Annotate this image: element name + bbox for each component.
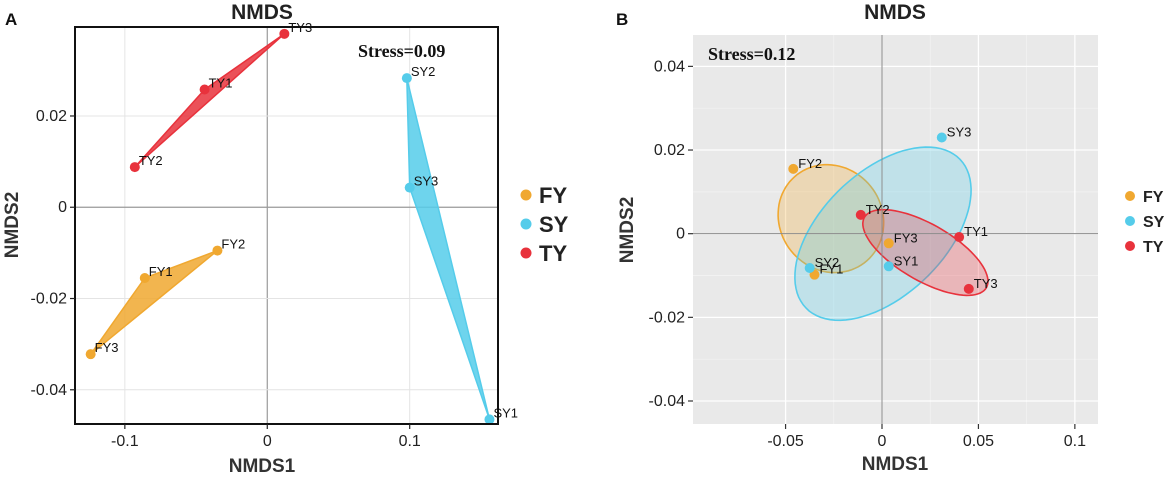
point-b-label-sy3: SY3 <box>947 124 972 139</box>
point-label-sy1: SY1 <box>493 405 518 420</box>
panel-a-letter: A <box>5 10 17 29</box>
panel-a-ytick-label: 0 <box>58 199 67 216</box>
legend-b-fy-key <box>1125 191 1135 201</box>
panel-b-ytick-label: -0.02 <box>649 309 686 326</box>
point-label-ty1: TY1 <box>209 76 233 91</box>
point-ty1 <box>199 84 210 95</box>
point-b-ty3 <box>963 283 974 294</box>
point-label-fy1: FY1 <box>149 264 173 279</box>
panel-a-title: NMDS <box>231 1 293 24</box>
point-sy3 <box>404 182 415 193</box>
legend-b-sy-label: SY <box>1143 214 1165 231</box>
panel-b-legend: FY SY TY <box>1125 189 1165 256</box>
point-sy1 <box>484 414 495 425</box>
panel-a-ytick-label: -0.02 <box>31 291 68 308</box>
panel-b-ytick-label: 0.02 <box>654 142 685 159</box>
point-ty3 <box>279 28 290 39</box>
point-b-sy1 <box>883 261 894 272</box>
panel-a-stress-annotation: Stress=0.09 <box>358 41 445 61</box>
panel-b-grid <box>693 35 1098 424</box>
panel-a-ticks: -0.1 0 0.1 -0.04 -0.02 0 0.02 <box>31 108 421 450</box>
panel-a-legend: FY SY TY <box>520 183 569 266</box>
panel-b-title: NMDS <box>864 1 926 24</box>
point-sy2 <box>401 73 412 84</box>
legend-a-sy-key <box>520 218 532 230</box>
legend-b-fy-label: FY <box>1143 189 1164 206</box>
legend-b-ty-key <box>1125 241 1135 251</box>
panel-a-ytick-label: -0.04 <box>31 382 68 399</box>
panel-a-xtick-label: 0 <box>263 433 272 450</box>
point-fy1 <box>139 272 150 283</box>
panel-b-ytick-label: 0 <box>676 226 685 243</box>
point-fy3 <box>85 349 96 360</box>
point-label-fy3: FY3 <box>95 340 119 355</box>
point-label-sy3: SY3 <box>414 174 439 189</box>
panel-a-xtick-label: 0.1 <box>399 433 421 450</box>
point-label-fy2: FY2 <box>221 237 245 252</box>
panel-b-xtick-label: 0 <box>878 433 887 450</box>
panel-b-ytick-label: -0.04 <box>649 393 686 410</box>
point-b-fy3 <box>883 238 894 249</box>
point-b-label-ty1: TY1 <box>964 224 988 239</box>
point-b-sy2 <box>804 262 815 273</box>
legend-b-ty-label: TY <box>1143 239 1164 256</box>
legend-a-ty-key <box>520 247 532 259</box>
panel-a-ytick-label: 0.02 <box>36 108 67 125</box>
legend-a-ty-label: TY <box>539 241 567 266</box>
point-b-label-fy3: FY3 <box>894 230 918 245</box>
panel-b-stress-annotation: Stress=0.12 <box>708 44 795 64</box>
hull-sy <box>406 77 491 421</box>
point-b-label-sy1: SY1 <box>894 253 919 268</box>
panel-b-ylabel: NMDS2 <box>617 197 638 264</box>
panel-b-ticks: -0.05 0 0.05 0.1 -0.04 -0.02 0 0.02 0.04 <box>649 58 1087 450</box>
point-label-ty2: TY2 <box>139 153 163 168</box>
panel-b-points: FY1 FY2 FY3 SY1 SY2 SY3 TY1 TY2 TY3 <box>788 124 998 294</box>
point-b-label-sy2: SY2 <box>815 255 840 270</box>
panel-a-xtick-label: -0.1 <box>111 433 139 450</box>
panel-b-xtick-label: 0.05 <box>963 433 994 450</box>
panel-b: B NMDS FY1 FY2 FY3 SY1 SY2 SY3 TY1 TY2 TY3 Stres… <box>616 1 1165 475</box>
point-label-sy2: SY2 <box>411 64 436 79</box>
point-ty2 <box>129 162 140 173</box>
legend-a-fy-key <box>520 189 532 201</box>
panel-b-ytick-label: 0.04 <box>654 58 685 75</box>
panel-a-hulls <box>89 33 491 421</box>
point-fy2 <box>212 245 223 256</box>
point-b-label-fy2: FY2 <box>798 156 822 171</box>
panel-b-xlabel: NMDS1 <box>862 454 929 475</box>
legend-b-sy-key <box>1125 216 1135 226</box>
point-b-sy3 <box>936 132 947 143</box>
legend-a-sy-label: SY <box>539 212 569 237</box>
point-b-label-fy1: FY1 <box>820 262 844 277</box>
hull-fy <box>89 249 219 355</box>
panel-b-xtick-label: -0.05 <box>767 433 804 450</box>
point-b-ty2 <box>855 209 866 220</box>
panel-a-ylabel: NMDS2 <box>2 192 23 259</box>
point-b-fy2 <box>788 163 799 174</box>
panel-a-xlabel: NMDS1 <box>229 456 296 477</box>
legend-a-fy-label: FY <box>539 183 567 208</box>
point-b-label-ty2: TY2 <box>866 202 890 217</box>
point-b-label-ty3: TY3 <box>974 276 998 291</box>
panel-a-frame <box>74 26 499 425</box>
hull-ty <box>134 33 286 168</box>
point-b-ty1 <box>954 232 965 243</box>
panel-b-xtick-label: 0.1 <box>1064 433 1086 450</box>
panel-b-letter: B <box>616 10 628 29</box>
